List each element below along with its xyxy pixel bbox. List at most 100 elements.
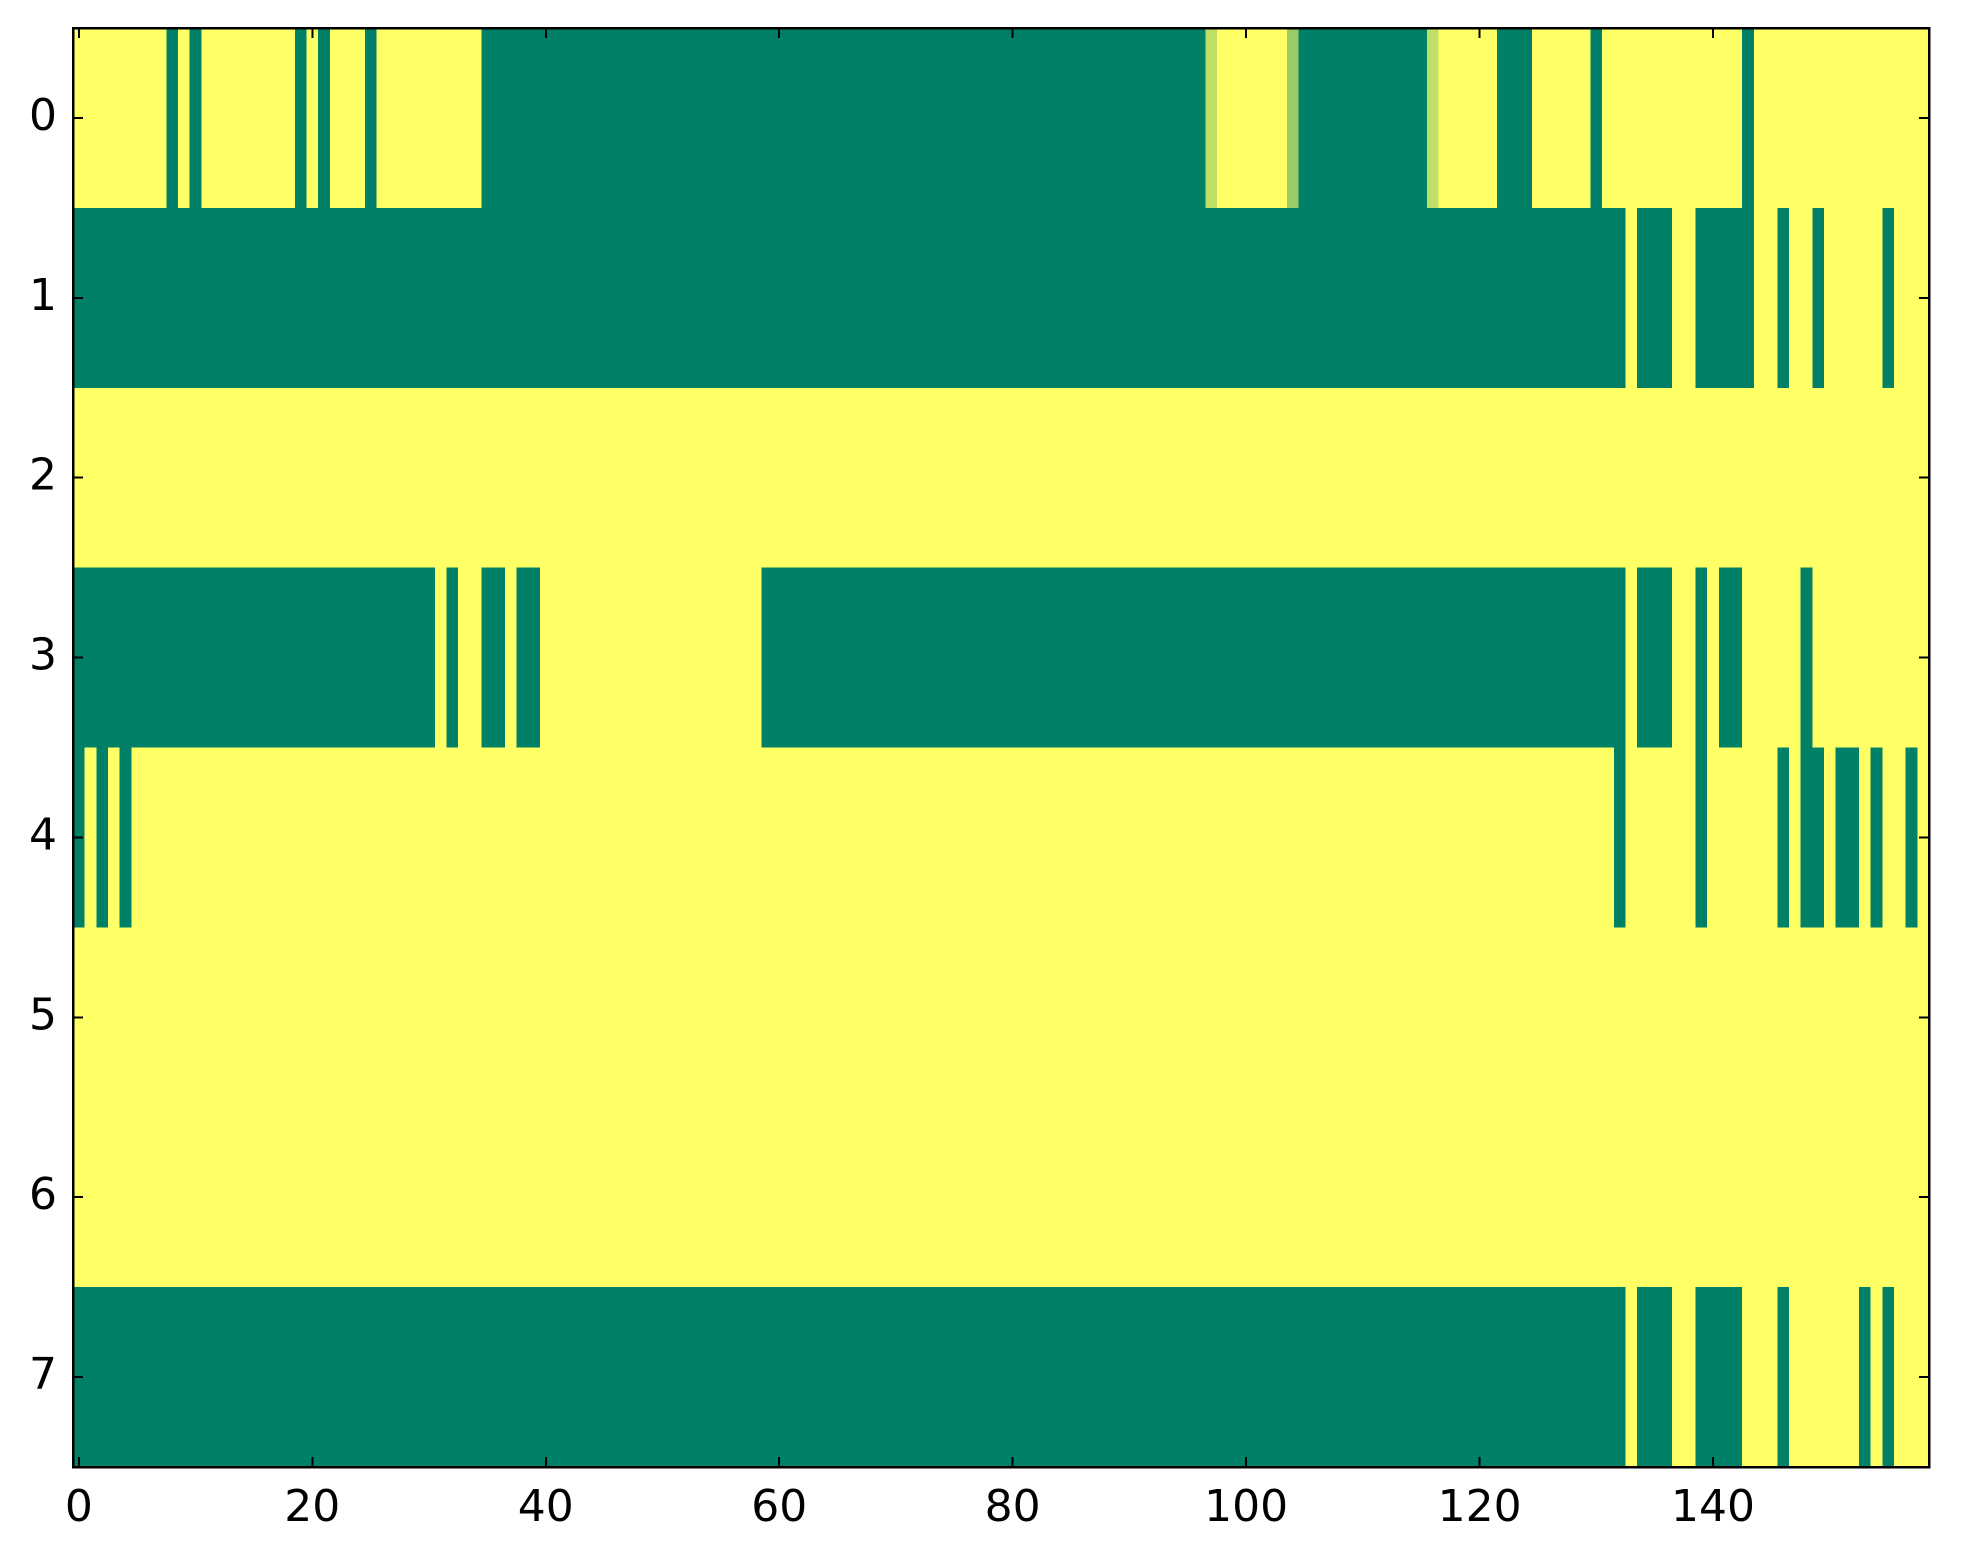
heatmap-cell: [1286, 927, 1300, 1108]
heatmap-cell: [458, 1287, 471, 1468]
heatmap-cell: [1193, 1107, 1206, 1288]
heatmap-cell: [504, 747, 518, 928]
heatmap-cell: [936, 1107, 950, 1288]
heatmap-cell: [785, 387, 798, 569]
heatmap-cell: [796, 567, 809, 749]
heatmap-cell: [1450, 1287, 1463, 1468]
heatmap-cell: [1532, 28, 1545, 209]
heatmap-cell: [399, 747, 413, 928]
heatmap-cell: [1765, 207, 1778, 389]
heatmap-cell: [1088, 747, 1101, 928]
heatmap-cell: [1765, 1107, 1778, 1288]
heatmap-cell: [1695, 1287, 1708, 1468]
heatmap-cell: [1275, 28, 1288, 209]
heatmap-cell: [1450, 28, 1463, 209]
heatmap-cell: [726, 207, 739, 389]
heatmap-cell: [1030, 567, 1043, 749]
heatmap-cell: [563, 387, 576, 569]
heatmap-cell: [773, 747, 786, 928]
heatmap-cell: [1555, 1107, 1568, 1288]
heatmap-cell: [1462, 567, 1475, 749]
heatmap-cell: [878, 927, 891, 1108]
heatmap-cell: [1753, 28, 1767, 209]
heatmap-cell: [119, 927, 132, 1108]
heatmap-cell: [1835, 747, 1848, 928]
heatmap-cell: [1298, 28, 1311, 209]
y-tick-label: 1: [29, 270, 57, 321]
heatmap-cell: [551, 1287, 564, 1468]
heatmap-cell: [609, 567, 623, 749]
heatmap-cell: [761, 747, 774, 928]
heatmap-cell: [1473, 28, 1487, 209]
heatmap-cell: [341, 28, 354, 209]
heatmap-cell: [131, 1107, 144, 1288]
heatmap-cell: [1473, 1287, 1487, 1468]
heatmap-cell: [1380, 1107, 1393, 1288]
heatmap-cell: [668, 387, 681, 569]
heatmap-cell: [539, 1287, 553, 1468]
heatmap-cell: [1473, 567, 1487, 749]
heatmap-cell: [1893, 207, 1907, 389]
heatmap-cell: [131, 567, 144, 749]
heatmap-cell: [1858, 387, 1872, 569]
heatmap-cell: [738, 1107, 751, 1288]
heatmap-cell: [131, 1287, 144, 1468]
heatmap-cell: [1345, 28, 1358, 209]
heatmap-cell: [1263, 927, 1276, 1108]
heatmap-cell: [691, 567, 704, 749]
heatmap-cell: [644, 1107, 658, 1288]
heatmap-cell: [1450, 1107, 1463, 1288]
heatmap-cell: [458, 387, 471, 569]
heatmap-cell: [609, 28, 623, 209]
heatmap-cell: [1053, 28, 1066, 209]
heatmap-cell: [1812, 1107, 1825, 1288]
heatmap-cell: [1111, 28, 1125, 209]
heatmap-cell: [1216, 567, 1230, 749]
heatmap-cell: [1088, 207, 1101, 389]
heatmap-cell: [1508, 387, 1522, 569]
heatmap-cell: [1251, 1107, 1265, 1288]
heatmap-cell: [995, 747, 1008, 928]
heatmap-cell: [1123, 747, 1136, 928]
heatmap-cell: [259, 1107, 273, 1288]
heatmap-cell: [785, 567, 798, 749]
heatmap-cell: [1812, 387, 1825, 569]
heatmap-cell: [1765, 1287, 1778, 1468]
heatmap-cell: [1672, 747, 1685, 928]
heatmap-cell: [913, 1287, 926, 1468]
heatmap-cell: [855, 747, 868, 928]
heatmap-cell: [1753, 207, 1767, 389]
heatmap-cell: [1812, 747, 1825, 928]
heatmap-cell: [1497, 207, 1510, 389]
heatmap-cell: [143, 207, 156, 389]
heatmap-cell: [1006, 1287, 1020, 1468]
heatmap-cell: [1882, 927, 1895, 1108]
heatmap-cell: [1823, 1107, 1837, 1288]
heatmap-cell: [866, 207, 880, 389]
heatmap-cell: [1590, 387, 1603, 569]
heatmap-cell: [259, 1287, 273, 1468]
heatmap-cell: [971, 747, 985, 928]
heatmap-cell: [434, 747, 448, 928]
heatmap-cell: [376, 207, 389, 389]
heatmap-cell: [96, 28, 109, 209]
heatmap-cell: [1648, 1287, 1662, 1468]
heatmap-cell: [1158, 1107, 1171, 1288]
heatmap-cell: [469, 387, 483, 569]
x-tick-label: 120: [1438, 1481, 1522, 1532]
heatmap-cell: [1695, 1107, 1708, 1288]
heatmap-cell: [1532, 567, 1545, 749]
heatmap-cell: [294, 747, 308, 928]
heatmap-cell: [820, 387, 833, 569]
heatmap-cell: [1882, 28, 1895, 209]
heatmap-cell: [960, 387, 973, 569]
heatmap-cell: [1146, 28, 1160, 209]
heatmap-cell: [633, 387, 646, 569]
heatmap-cell: [201, 1107, 214, 1288]
heatmap-cell: [948, 28, 961, 209]
heatmap-cell: [726, 927, 739, 1108]
heatmap-cell: [119, 387, 132, 569]
heatmap-cell: [1847, 567, 1860, 749]
heatmap-cell: [1753, 1287, 1767, 1468]
heatmap-cell: [1100, 1107, 1113, 1288]
